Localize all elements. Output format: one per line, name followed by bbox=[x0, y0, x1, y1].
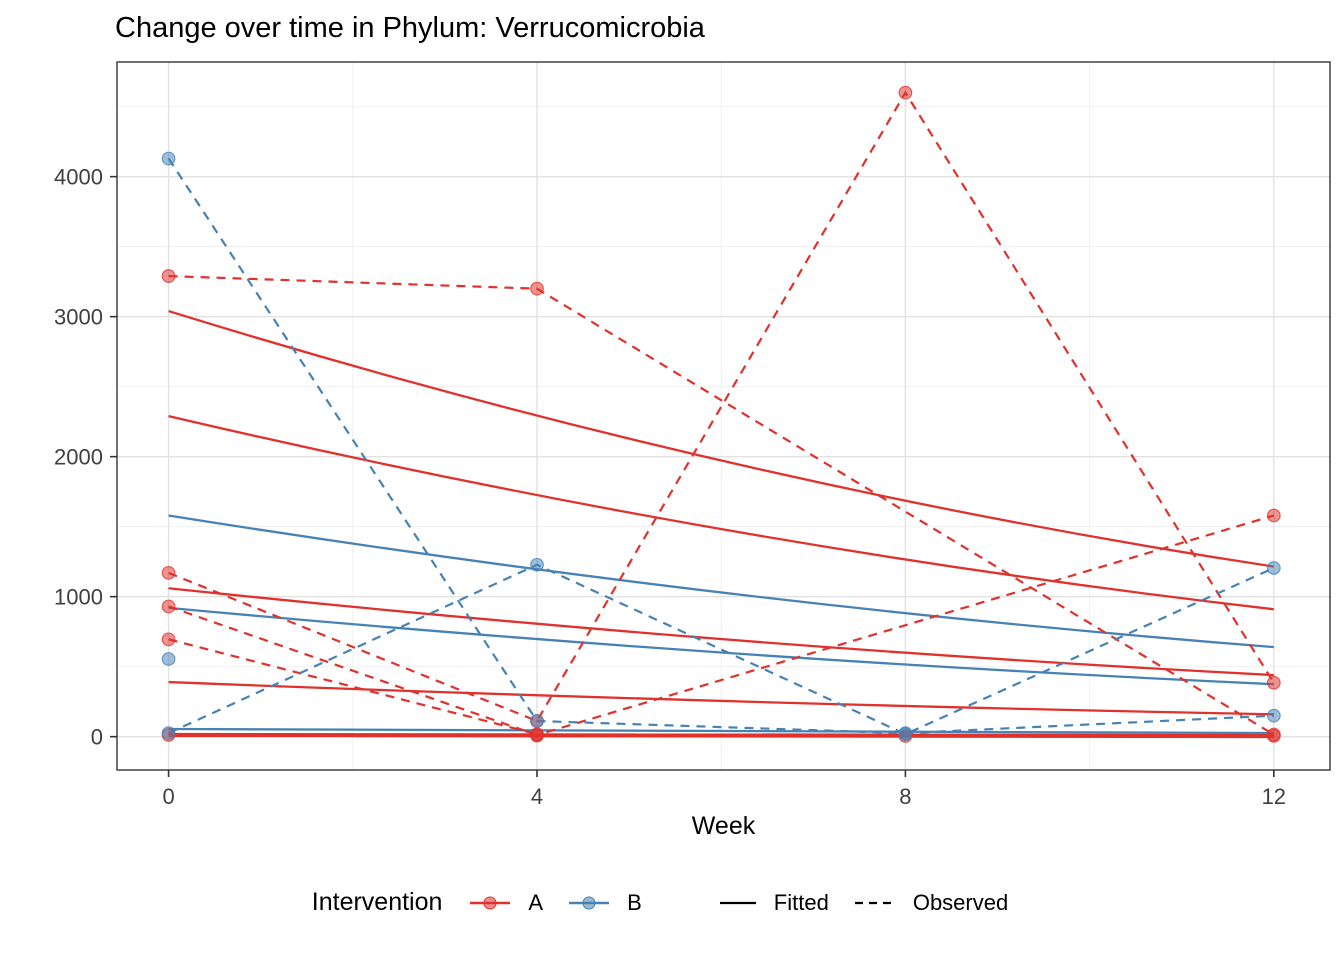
x-tick-label: 0 bbox=[162, 784, 174, 809]
fitted-line-A bbox=[168, 309, 1274, 568]
fitted-line-A bbox=[168, 680, 1274, 716]
data-point-A bbox=[898, 85, 913, 100]
legend-key-a-icon bbox=[470, 896, 511, 909]
legend: Intervention A B Fitted bbox=[0, 888, 1344, 917]
x-tick-label: 12 bbox=[1262, 784, 1286, 809]
data-point-B bbox=[530, 714, 544, 728]
fitted-line-B bbox=[168, 727, 1274, 735]
data-point-B bbox=[161, 652, 176, 666]
fitted-line-A bbox=[168, 414, 1274, 611]
observed-line-B bbox=[167, 157, 1274, 735]
observed-line-B bbox=[168, 563, 1275, 736]
data-point-A bbox=[161, 565, 176, 580]
observed-line-A bbox=[168, 733, 1274, 738]
legend-label-a: A bbox=[528, 889, 544, 915]
data-point-B bbox=[161, 726, 176, 741]
data-point-B bbox=[530, 557, 544, 572]
data-point-A bbox=[1266, 508, 1281, 523]
y-tick-label: 4000 bbox=[54, 165, 103, 190]
panel-background bbox=[117, 62, 1330, 770]
legend-item-fitted: Fitted bbox=[718, 890, 829, 916]
legend-item-observed: Observed bbox=[853, 890, 1008, 916]
legend-item-group-a: A bbox=[468, 890, 543, 916]
data-point-A bbox=[161, 599, 176, 614]
y-tick-label: 0 bbox=[91, 725, 103, 750]
data-point-A bbox=[530, 728, 544, 743]
data-point-A bbox=[1266, 675, 1281, 690]
y-tick-label: 3000 bbox=[54, 305, 103, 330]
x-tick-label: 8 bbox=[899, 784, 911, 809]
observed-line-A bbox=[168, 90, 1275, 723]
legend-title: Intervention bbox=[311, 888, 443, 916]
x-axis-title: Week bbox=[691, 812, 756, 840]
legend-item-group-b: B bbox=[567, 890, 642, 916]
dashed-line-icon bbox=[854, 901, 895, 904]
plot-title: Change over time in Phylum: Verrucomicro… bbox=[115, 12, 705, 44]
line-chart-canvas: 0 4 8 12 0 1000 2000 3000 4000 bbox=[54, 61, 1331, 809]
data-point-B bbox=[161, 151, 176, 166]
data-point-A bbox=[1266, 728, 1281, 743]
y-tick-label: 1000 bbox=[54, 585, 103, 610]
data-point-B bbox=[1266, 708, 1281, 723]
panel-border bbox=[116, 61, 1331, 771]
legend-label-fitted: Fitted bbox=[773, 889, 829, 915]
fitted-line-A bbox=[168, 587, 1274, 677]
y-tick-label: 2000 bbox=[54, 445, 103, 470]
fitted-line-B bbox=[168, 606, 1274, 686]
legend-label-b: B bbox=[627, 889, 642, 915]
solid-line-icon bbox=[719, 901, 756, 904]
fitted-line-B bbox=[168, 514, 1274, 649]
data-point-A bbox=[161, 632, 176, 647]
data-point-B bbox=[898, 727, 913, 742]
data-point-A bbox=[530, 281, 544, 296]
legend-label-observed: Observed bbox=[912, 889, 1009, 915]
legend-key-b-icon bbox=[569, 896, 610, 909]
data-point-A bbox=[161, 269, 176, 283]
x-tick-label: 4 bbox=[531, 784, 543, 809]
data-point-B bbox=[1266, 561, 1281, 575]
